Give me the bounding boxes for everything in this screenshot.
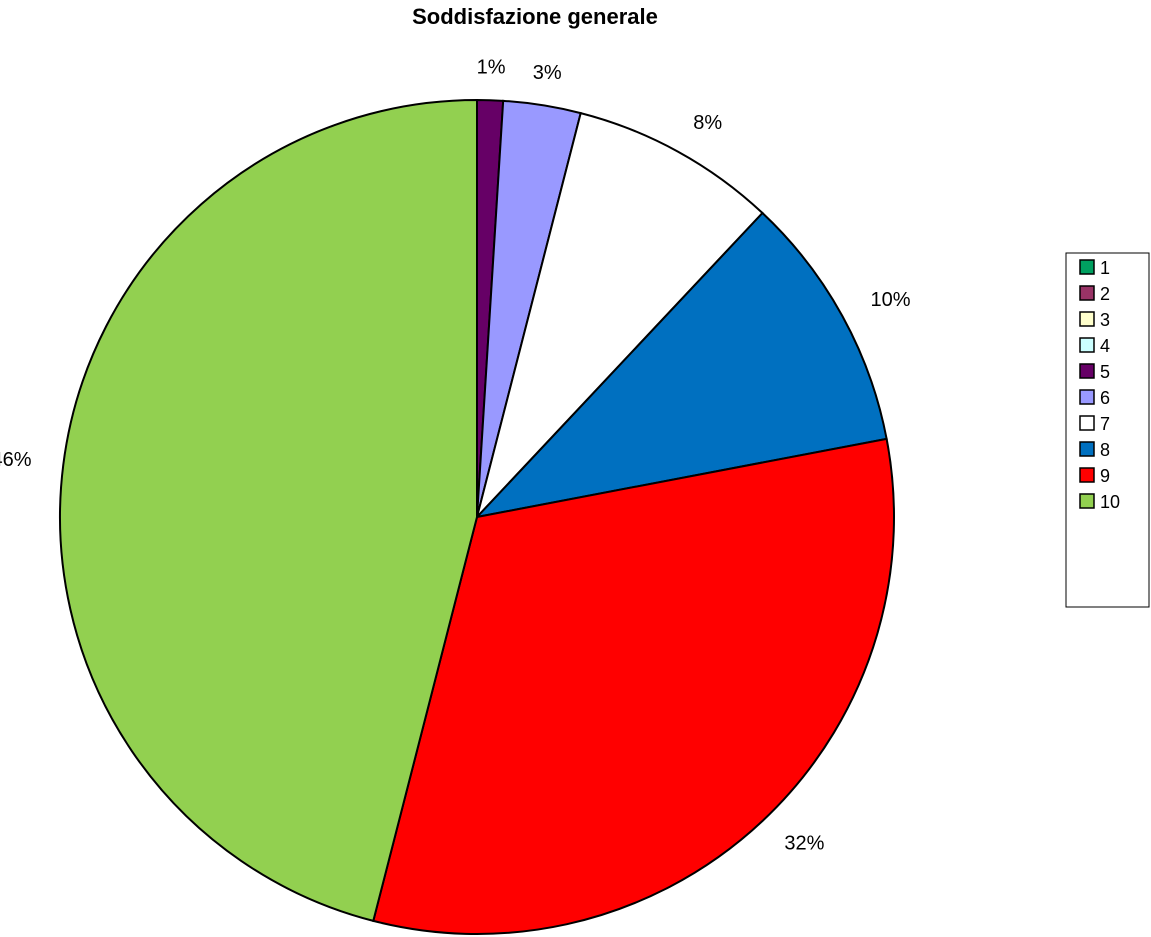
legend-swatch [1079,363,1095,379]
legend-swatch [1079,311,1095,327]
pie-slice [476,111,764,518]
legend-text: 8 [1100,440,1110,460]
legend-text: 2 [1100,284,1110,304]
legend-swatch [1079,285,1095,301]
legend-swatch [1079,259,1095,275]
legend-swatch [1079,389,1095,405]
legend-swatch [1079,441,1095,457]
legend-swatch [1079,415,1095,431]
data-label: 32% [784,833,824,855]
legend-text: 7 [1100,414,1110,434]
legend-text: 5 [1100,362,1110,382]
legend-swatch [1079,467,1095,483]
legend-text: 9 [1100,466,1110,486]
legend-text: 1 [1100,258,1110,278]
pie-slice [474,211,888,519]
data-label: 1% [477,57,506,79]
legend-swatch [1079,337,1095,353]
chart-title: Soddisfazione generale [412,4,658,29]
data-label: 8% [693,112,722,134]
legend-text: 4 [1100,336,1110,356]
legend-text: 10 [1100,492,1120,512]
pie-slice [372,437,895,935]
legend-swatch [1079,493,1095,509]
legend-text: 3 [1100,310,1110,330]
legend-text: 6 [1100,388,1110,408]
data-label: 46% [0,449,32,471]
data-label: 3% [533,62,562,84]
pie-slice [59,98,478,923]
data-label: 10% [870,289,910,311]
